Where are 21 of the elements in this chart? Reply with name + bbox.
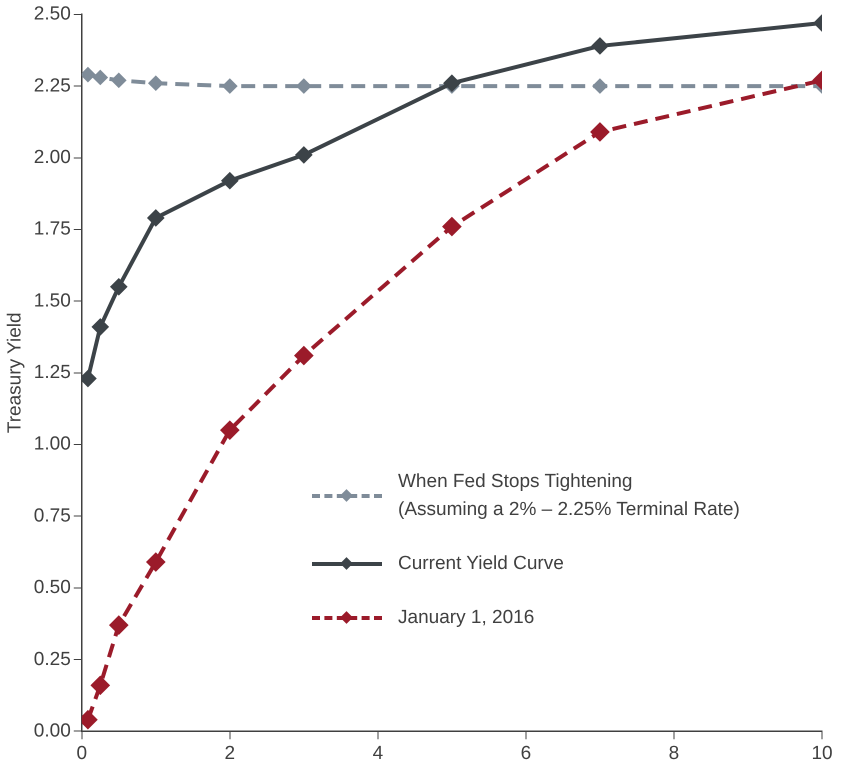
y-tick-label: 1.25 [34, 362, 71, 384]
y-tick-label: 0.75 [34, 505, 71, 526]
y-tick-label: 2.50 [34, 4, 71, 25]
x-tick-label: 2 [224, 742, 236, 764]
y-tick-label: 1.75 [34, 218, 71, 240]
x-tick-label: 10 [811, 742, 833, 764]
y-tick-label: 0.00 [34, 720, 71, 742]
y-tick-label: 2.00 [34, 146, 71, 168]
x-tick-label: 6 [520, 742, 532, 764]
y-tick-label: 1.50 [34, 290, 71, 312]
legend-label: Current Yield Curve [398, 552, 564, 576]
y-tick-label: 0.25 [34, 648, 71, 670]
legend-label: January 1, 2016 [398, 606, 534, 630]
legend-label: When Fed Stops Tightening (Assuming a 2% – 2.25% Terminal Rate) [398, 470, 740, 522]
y-tick-label: 1.00 [34, 434, 71, 455]
x-tick-label: 4 [372, 742, 384, 764]
y-tick-label: 0.50 [34, 577, 71, 598]
y-axis-title: Treasury Yield [4, 312, 26, 434]
x-tick-label: 8 [668, 742, 680, 764]
y-tick-label: 2.25 [34, 75, 71, 96]
x-tick-label: 0 [76, 742, 88, 764]
